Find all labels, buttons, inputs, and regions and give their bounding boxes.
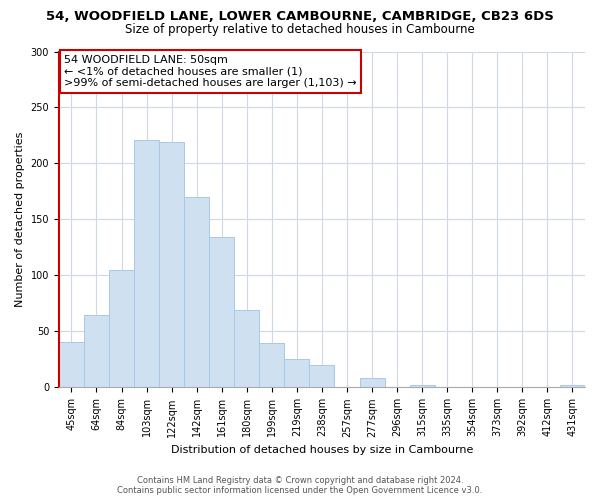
Bar	[84, 314, 109, 388]
Text: 54 WOODFIELD LANE: 50sqm
← <1% of detached houses are smaller (1)
>99% of semi-d: 54 WOODFIELD LANE: 50sqm ← <1% of detach…	[64, 55, 357, 88]
Bar	[310, 365, 334, 388]
Text: 54, WOODFIELD LANE, LOWER CAMBOURNE, CAMBRIDGE, CB23 6DS: 54, WOODFIELD LANE, LOWER CAMBOURNE, CAM…	[46, 10, 554, 23]
Text: Size of property relative to detached houses in Cambourne: Size of property relative to detached ho…	[125, 22, 475, 36]
Bar	[109, 270, 134, 388]
Text: Contains HM Land Registry data © Crown copyright and database right 2024.
Contai: Contains HM Land Registry data © Crown c…	[118, 476, 482, 495]
Bar	[410, 385, 434, 388]
Bar	[284, 360, 310, 388]
Bar	[359, 378, 385, 388]
Bar	[259, 342, 284, 388]
X-axis label: Distribution of detached houses by size in Cambourne: Distribution of detached houses by size …	[171, 445, 473, 455]
Bar	[209, 238, 234, 388]
Bar	[560, 385, 585, 388]
Bar	[234, 310, 259, 388]
Y-axis label: Number of detached properties: Number of detached properties	[15, 132, 25, 307]
Bar	[159, 142, 184, 388]
Bar	[134, 140, 159, 388]
Bar	[184, 197, 209, 388]
Bar	[59, 342, 84, 388]
